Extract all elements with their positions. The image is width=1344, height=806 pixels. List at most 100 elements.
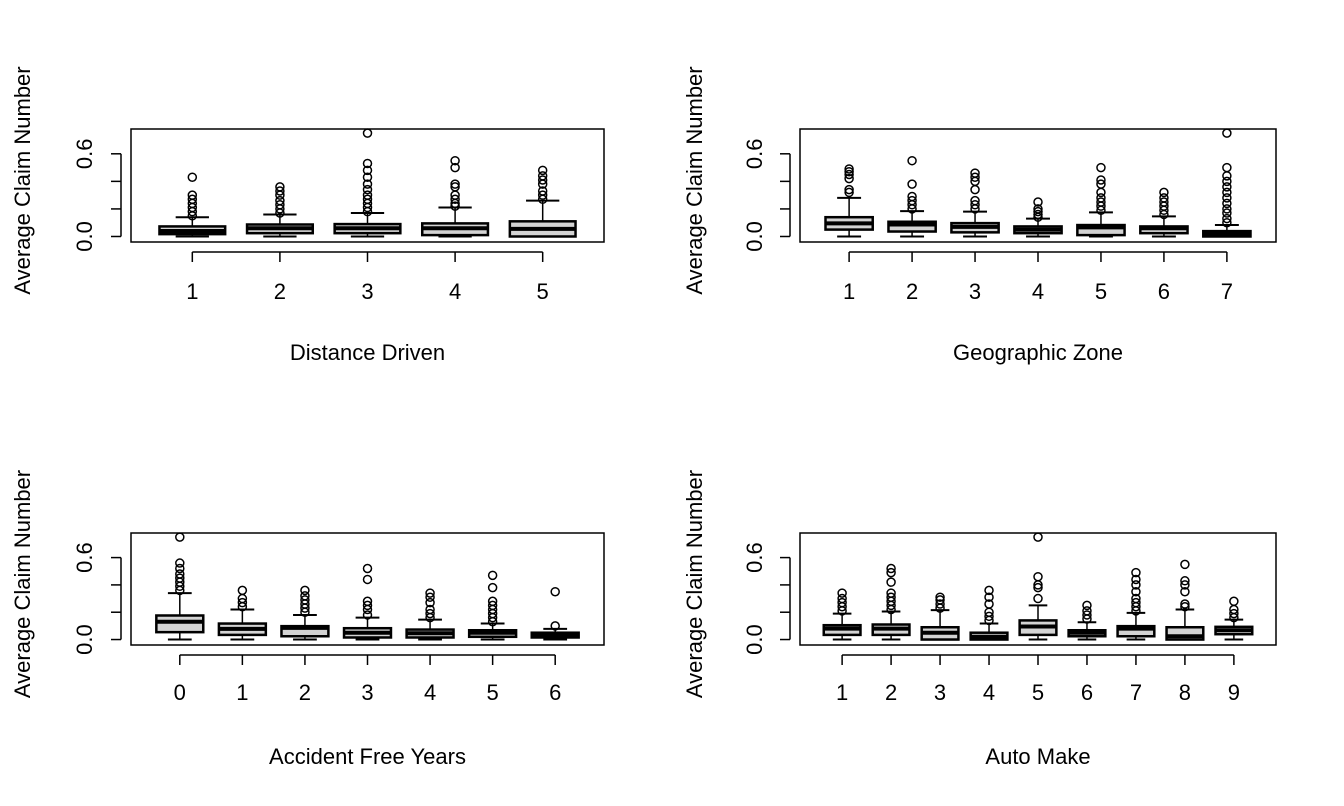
x-tick-label: 2 bbox=[885, 680, 897, 705]
outlier-point bbox=[425, 608, 435, 619]
box-1 bbox=[158, 172, 227, 238]
x-tick-label: 3 bbox=[361, 279, 373, 304]
x-tick-label: 7 bbox=[1130, 680, 1142, 705]
outlier-point bbox=[837, 593, 847, 604]
outlier-point bbox=[1180, 580, 1190, 590]
box-2 bbox=[280, 585, 330, 641]
outlier-point bbox=[907, 191, 917, 202]
outlier-point bbox=[275, 182, 285, 192]
x-tick-label: 6 bbox=[1081, 680, 1093, 705]
panel-3: 0.0 0.6 0 1 2 3 4 5 6 Accident Free Years Average … bbox=[10, 470, 605, 769]
outlier-point bbox=[362, 574, 373, 585]
y-tick-label: 0.6 bbox=[72, 139, 97, 170]
y-tick-label: 0.0 bbox=[742, 624, 767, 655]
outlier-point bbox=[362, 179, 373, 189]
box-7 bbox=[1116, 567, 1156, 641]
outlier-point bbox=[1180, 602, 1190, 612]
outlier-point bbox=[537, 165, 548, 176]
box-1 bbox=[824, 164, 874, 238]
x-tick-label: 1 bbox=[836, 680, 848, 705]
outlier-point bbox=[844, 166, 854, 177]
outlier-point bbox=[362, 184, 373, 195]
x-tick-label: 3 bbox=[934, 680, 946, 705]
y-tick-label: 0.0 bbox=[742, 221, 767, 252]
outlier-point bbox=[1131, 567, 1141, 578]
outlier-point bbox=[1222, 182, 1232, 192]
outlier-point bbox=[362, 172, 373, 182]
outlier-point bbox=[1082, 606, 1092, 616]
iqr-box bbox=[155, 614, 205, 634]
outlier-point bbox=[1159, 187, 1169, 198]
outlier-point bbox=[935, 595, 945, 605]
x-axis-label: Geographic Zone bbox=[953, 340, 1123, 365]
x-axis-label: Auto Make bbox=[985, 744, 1090, 769]
outlier-point bbox=[300, 591, 310, 601]
outlier-point bbox=[1033, 206, 1043, 217]
box-5 bbox=[508, 165, 577, 238]
outlier-point bbox=[1222, 208, 1232, 218]
box-8 bbox=[1165, 559, 1205, 641]
outlier-point bbox=[187, 172, 198, 182]
box-6 bbox=[1139, 187, 1189, 238]
outlier-point bbox=[907, 195, 917, 206]
panel-2: 0.0 0.6 1 2 3 4 5 6 7 Geographic Zone Average Clai… bbox=[682, 66, 1277, 365]
outlier-point bbox=[970, 168, 980, 178]
x-tick-label: 4 bbox=[983, 680, 995, 705]
outlier-point bbox=[907, 179, 917, 189]
outlier-point bbox=[1180, 559, 1190, 570]
outlier-point bbox=[886, 563, 896, 574]
outlier-point bbox=[187, 194, 198, 205]
outlier-point bbox=[450, 179, 460, 189]
x-tick-label: 5 bbox=[1095, 279, 1107, 304]
outlier-point bbox=[935, 599, 945, 609]
outlier-point bbox=[362, 165, 373, 176]
x-tick-label: 3 bbox=[361, 680, 373, 705]
box-6 bbox=[530, 586, 580, 641]
x-tick-label: 5 bbox=[537, 279, 549, 304]
x-tick-label: 4 bbox=[424, 680, 436, 705]
outlier-point bbox=[300, 595, 310, 605]
outlier-point bbox=[1222, 217, 1232, 228]
x-tick-label: 6 bbox=[549, 680, 561, 705]
outlier-point bbox=[1033, 209, 1043, 220]
outlier-point bbox=[362, 128, 373, 138]
x-tick-label: 0 bbox=[174, 680, 186, 705]
outlier-point bbox=[1180, 586, 1190, 597]
box-2 bbox=[871, 563, 911, 641]
outlier-point bbox=[362, 596, 373, 607]
box-2 bbox=[245, 182, 315, 238]
box-4 bbox=[420, 155, 490, 238]
box-3 bbox=[333, 128, 402, 238]
outlier-point bbox=[450, 182, 460, 192]
outlier-point bbox=[187, 190, 198, 200]
outlier-point bbox=[1131, 597, 1141, 608]
box-6 bbox=[1067, 600, 1107, 641]
outlier-point bbox=[1180, 576, 1190, 586]
x-axis-label: Accident Free Years bbox=[269, 744, 466, 769]
outlier-point bbox=[837, 588, 847, 598]
x-tick-label: 3 bbox=[969, 279, 981, 304]
plot-frame bbox=[130, 532, 605, 646]
iqr-box bbox=[1076, 223, 1126, 237]
outlier-point bbox=[1222, 213, 1232, 224]
panel-4: 0.0 0.6 1 2 3 4 5 6 7 8 9 Auto Make Average Claim Nu… bbox=[682, 470, 1277, 769]
outlier-point bbox=[487, 570, 498, 581]
outlier-point bbox=[450, 201, 460, 211]
x-tick-label: 9 bbox=[1228, 680, 1240, 705]
y-tick-label: 0.0 bbox=[72, 624, 97, 655]
outlier-point bbox=[1229, 608, 1239, 619]
outlier-point bbox=[1096, 162, 1106, 173]
y-axis-label: Average Claim Number bbox=[682, 470, 707, 698]
outlier-point bbox=[1033, 593, 1043, 604]
outlier-point bbox=[984, 585, 994, 596]
outlier-point bbox=[175, 573, 185, 583]
box-4 bbox=[1013, 197, 1063, 238]
outlier-point bbox=[1033, 571, 1043, 582]
outlier-point bbox=[844, 169, 854, 180]
outlier-point bbox=[1222, 162, 1232, 173]
outlier-point bbox=[362, 563, 373, 574]
y-tick-label: 0.6 bbox=[742, 139, 767, 170]
outlier-point bbox=[487, 582, 498, 593]
outlier-point bbox=[1033, 204, 1043, 214]
outlier-point bbox=[487, 596, 498, 607]
